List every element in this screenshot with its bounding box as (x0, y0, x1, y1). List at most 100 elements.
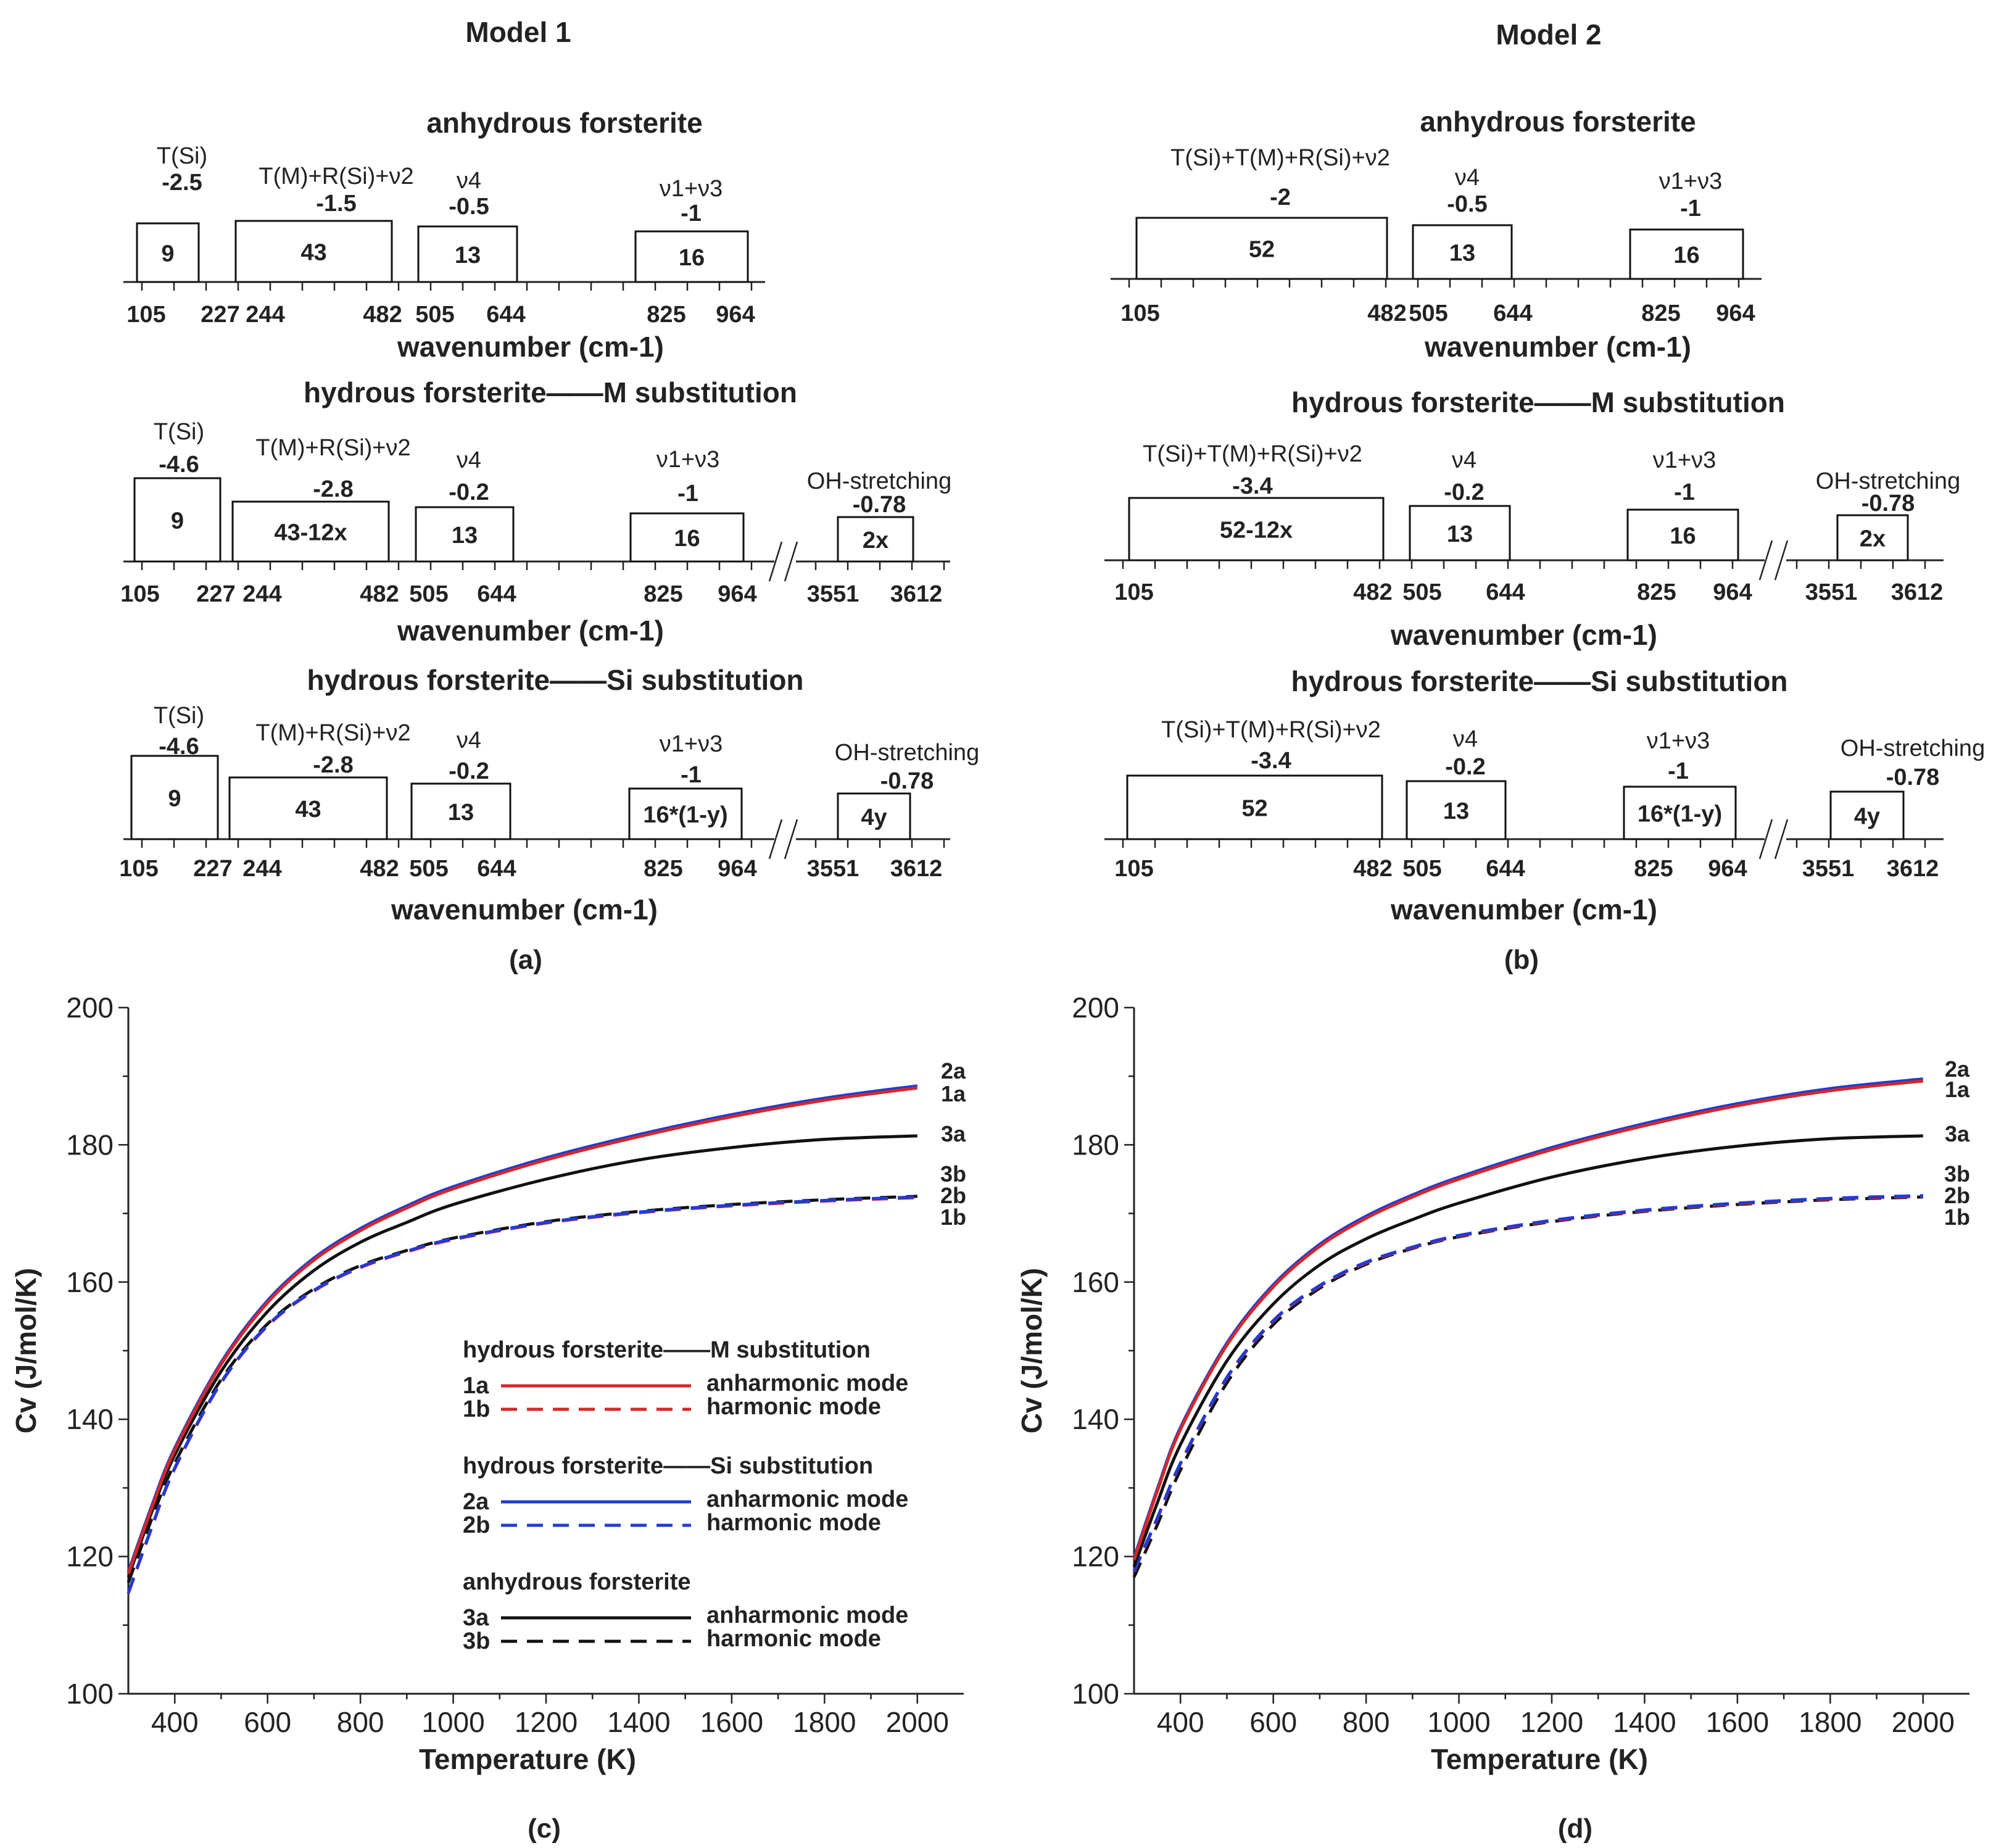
spectrum-panel: anhydrous forsterite 9 T(Si)-2.5 43 T(M)+R(S… (123, 107, 765, 363)
legend-text: harmonic mode (706, 1510, 881, 1536)
mode-box (415, 506, 515, 563)
mode-name: OH-stretching (807, 468, 951, 494)
wavenumber-tick-label: 227 (201, 302, 239, 328)
mode-name: ν1+ν3 (1653, 447, 1716, 473)
wavenumber-tick-label: 964 (718, 581, 756, 607)
axis-break-mark (1774, 819, 1789, 860)
x-tick-label: 1000 (1427, 1706, 1490, 1738)
mode-count: 16*(1-y) (643, 802, 727, 828)
wavenumber-tick-label: 964 (1713, 579, 1752, 605)
y-axis-title: Cv (J/mol/K) (1016, 1268, 1048, 1433)
legend-group-title: hydrous forsterite——M substitution (463, 1337, 871, 1363)
mode-value: -1 (1668, 758, 1689, 784)
legend-tag: 2b (463, 1512, 490, 1538)
legend-tag: 3a (463, 1605, 489, 1631)
mode-box (234, 220, 393, 283)
wavenumber-tick-label: 105 (120, 581, 159, 607)
spectrum-title: hydrous forsterite——M substitution (304, 376, 797, 408)
mode-value: -0.78 (880, 768, 934, 794)
y-tick-label: 160 (66, 1266, 114, 1298)
wavenumber-tick-label: 825 (1634, 856, 1673, 882)
mode-box (1623, 785, 1737, 840)
mode-count: 4y (861, 805, 887, 831)
legend-tag: 1a (463, 1373, 489, 1399)
mode-name: T(M)+R(Si)+ν2 (255, 720, 410, 746)
mode-value: -0.78 (1886, 764, 1940, 790)
spectrum-title: anhydrous forsterite (426, 107, 702, 139)
mode-name: ν1+ν3 (1647, 728, 1710, 754)
mode-name: ν4 (1453, 726, 1478, 752)
mode-count: 43 (300, 240, 326, 266)
mode-name: ν1+ν3 (656, 447, 719, 473)
wavenumber-tick-label: 105 (126, 302, 165, 328)
spectrum-title: hydrous forsterite——M substitution (1291, 386, 1785, 418)
x-tick-label: 1000 (421, 1706, 484, 1738)
curve-tag: 3a (1945, 1121, 1970, 1146)
mode-count: 52 (1249, 237, 1275, 263)
mode-name: T(M)+R(Si)+ν2 (259, 164, 413, 189)
curve-tag: 3b (1944, 1161, 1970, 1187)
mode-count: 16 (1673, 242, 1699, 268)
spectrum-panel: anhydrous forsterite 52 T(Si)+T(M)+R(Si)+ν… (1111, 106, 1762, 363)
spectrum-panel: hydrous forsterite——M substitution 52-12x… (1104, 386, 1960, 651)
wavenumber-tick-label: 3612 (890, 856, 943, 882)
mode-value: -0.2 (449, 758, 489, 784)
curve-tag: 1a (1945, 1077, 1970, 1102)
axis-break-mark (1758, 540, 1773, 581)
series-line-3a (1132, 1134, 1923, 1568)
mode-count: 13 (452, 523, 478, 549)
curve-tag: 1b (940, 1204, 966, 1230)
y-axis-title: Cv (J/mol/K) (10, 1268, 42, 1433)
legend-text: anharmonic mode (706, 1486, 908, 1512)
wavenumber-tick-label: 482 (363, 302, 402, 328)
mode-value: -2 (1270, 184, 1291, 210)
mode-count: 4y (1854, 804, 1880, 830)
series-line-2b (1132, 1194, 1923, 1572)
spectrum-panel: hydrous forsterite——Si substitution 52 T(S… (1104, 665, 1985, 926)
y-tick-label: 180 (66, 1129, 114, 1161)
x-tick-label: 1600 (1706, 1706, 1769, 1738)
series-line-1a (126, 1086, 918, 1575)
wavenumber-axis-title: wavenumber (cm-1) (397, 331, 664, 363)
mode-value: -2.5 (162, 170, 202, 196)
wavenumber-tick-label: 3612 (1887, 856, 1939, 882)
mode-name: ν1+ν3 (1659, 168, 1722, 194)
legend-text: harmonic mode (706, 1394, 881, 1420)
mode-name: OH-stretching (1841, 735, 1985, 761)
wavenumber-tick-label: 964 (1716, 300, 1755, 326)
wavenumber-tick-label: 505 (409, 581, 448, 607)
wavenumber-tick-label: 825 (644, 581, 682, 607)
legend-group-title: hydrous forsterite——Si substitution (463, 1453, 873, 1479)
wavenumber-tick-label: 644 (486, 302, 525, 328)
mode-count: 16*(1-y) (1638, 802, 1722, 827)
wavenumber-tick-label: 482 (1353, 579, 1392, 605)
panel-label-d: (d) (1558, 1813, 1592, 1844)
mode-box (634, 230, 749, 283)
y-tick-label: 140 (66, 1403, 114, 1435)
x-tick-label: 1200 (1520, 1706, 1583, 1738)
mode-count: 13 (1443, 798, 1469, 824)
mode-box (1135, 217, 1388, 280)
wavenumber-tick-label: 244 (246, 302, 284, 328)
axis-break-mark (768, 541, 783, 582)
mode-box (417, 225, 518, 283)
wavenumber-tick-label: 105 (1120, 300, 1159, 326)
x-tick-label: 400 (151, 1706, 199, 1738)
legend-tag: 2a (463, 1489, 489, 1515)
wavenumber-tick-label: 964 (1708, 856, 1747, 882)
mode-name: OH-stretching (1816, 468, 1960, 494)
series-line-2a (1132, 1077, 1924, 1559)
axis-break-mark (768, 819, 783, 860)
wavenumber-tick-label: 505 (1409, 300, 1447, 326)
mode-box (1409, 505, 1511, 561)
axis-break-mark (784, 541, 798, 582)
mode-count: 16 (1670, 523, 1696, 549)
mode-value: -1 (1680, 196, 1701, 222)
mode-value: -0.78 (1861, 491, 1915, 516)
mode-name: T(M)+R(Si)+ν2 (255, 435, 410, 461)
mode-box (1626, 508, 1739, 561)
x-tick-label: 1600 (700, 1706, 763, 1738)
legend-tag: 3b (463, 1628, 490, 1654)
mode-box (410, 782, 511, 840)
